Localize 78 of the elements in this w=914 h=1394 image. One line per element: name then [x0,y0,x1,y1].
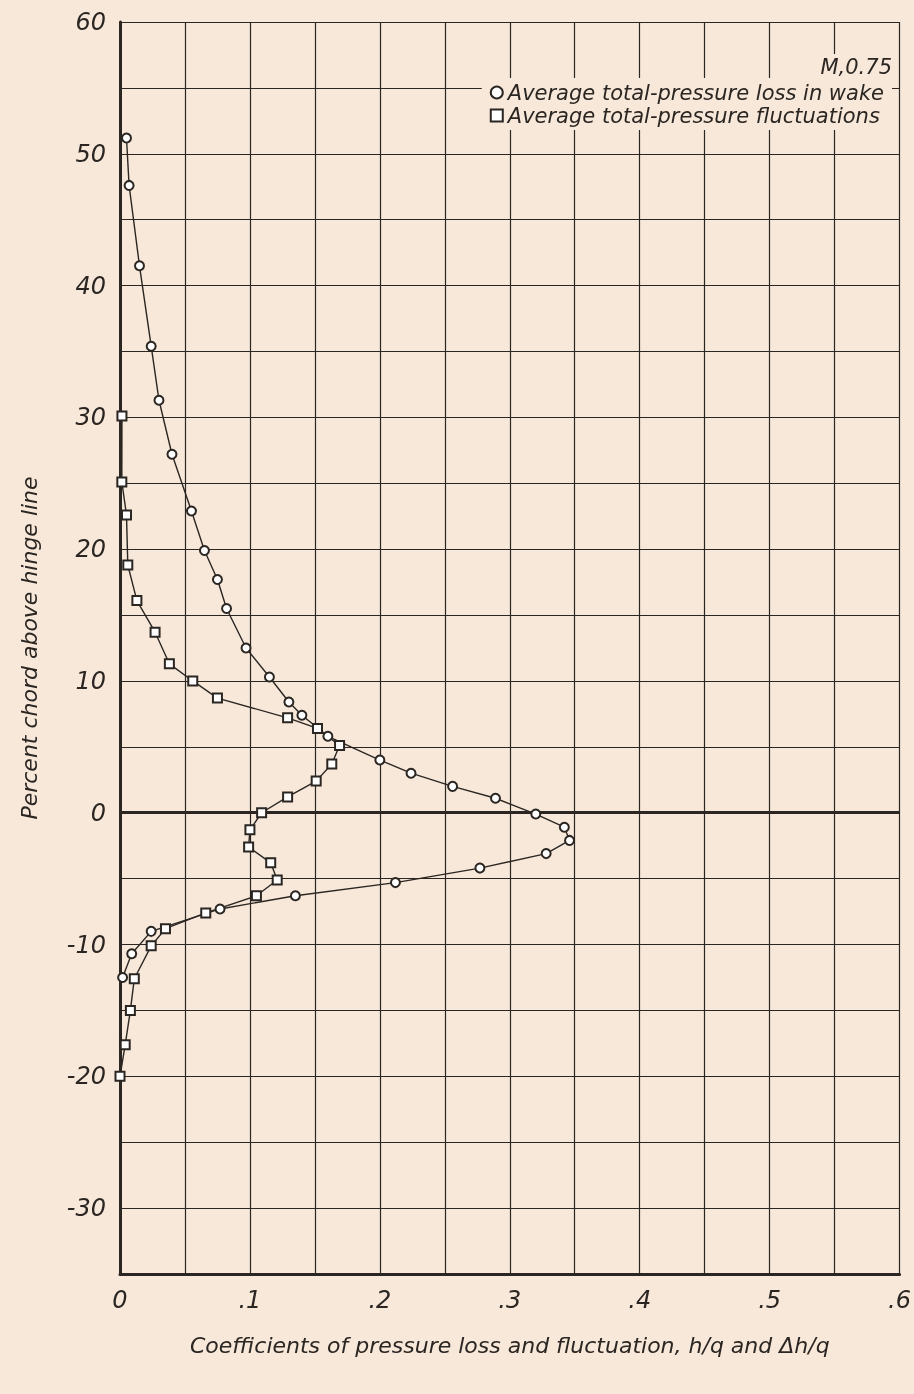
point [116,476,128,488]
point [389,877,401,889]
point [326,758,338,770]
point [244,824,256,836]
point [121,509,132,521]
annotation: M,0.75 [820,54,893,79]
point [200,907,212,919]
point [163,658,175,670]
point [145,940,157,952]
y-tick-label: 50 [75,139,106,168]
point [159,923,171,935]
legend-label: Average total-pressure fluctuations [505,103,880,128]
x-tick-label: .5 [758,1286,782,1314]
point [271,874,283,886]
point [124,1004,136,1016]
point [265,857,277,869]
point [311,722,323,734]
point [187,675,199,687]
point [250,890,262,902]
point [558,821,570,833]
x-tick-label: .6 [888,1286,911,1314]
point [211,692,223,704]
point [405,767,417,779]
point [198,544,210,556]
point [240,642,252,654]
point [214,903,226,915]
point [114,1070,126,1082]
point [131,595,143,607]
x-tick-label: .4 [628,1286,652,1314]
point [243,841,255,853]
point [374,754,386,766]
point [134,260,145,272]
point [282,712,294,724]
point [322,730,334,742]
y-tick-label: 10 [75,666,106,695]
point [123,179,135,191]
x-tick-label: .3 [498,1286,522,1314]
point [296,709,308,721]
point [145,340,157,352]
y-tick-label: 30 [75,403,106,432]
point [283,696,295,708]
point [121,132,132,144]
y-tick-label: 40 [75,271,106,300]
point [211,573,223,585]
x-tick-label: .2 [368,1286,392,1314]
x-tick-label: .1 [238,1286,262,1314]
point [256,807,268,819]
point [117,971,129,983]
y-tick-label: -10 [66,930,106,959]
point [116,410,128,422]
point [289,890,301,902]
point [474,862,486,874]
x-tick-label: 0 [112,1286,128,1314]
point [540,848,552,860]
y-axis-title: Percent chord above hinge line [16,476,42,820]
point [166,448,178,460]
point [221,602,233,614]
y-tick-label: -20 [66,1062,106,1091]
point [145,925,157,937]
point [489,792,501,804]
point [282,791,294,803]
point [126,948,138,960]
point [122,559,134,571]
legend-label: Average total-pressure loss in wake [505,80,885,105]
point [263,671,275,683]
y-tick-label: 60 [75,8,106,36]
y-tick-label: 0 [90,798,106,827]
point [447,780,459,792]
y-tick-label: -30 [66,1194,106,1223]
point [334,740,346,752]
y-tick-label: 20 [75,535,106,564]
point [149,626,161,638]
x-axis-title: Coefficients of pressure loss and fluctuation, h/q and Δh/q [189,1332,830,1358]
point [128,973,140,985]
point [310,775,322,787]
point [185,505,197,517]
point [530,808,542,820]
point [153,394,165,406]
